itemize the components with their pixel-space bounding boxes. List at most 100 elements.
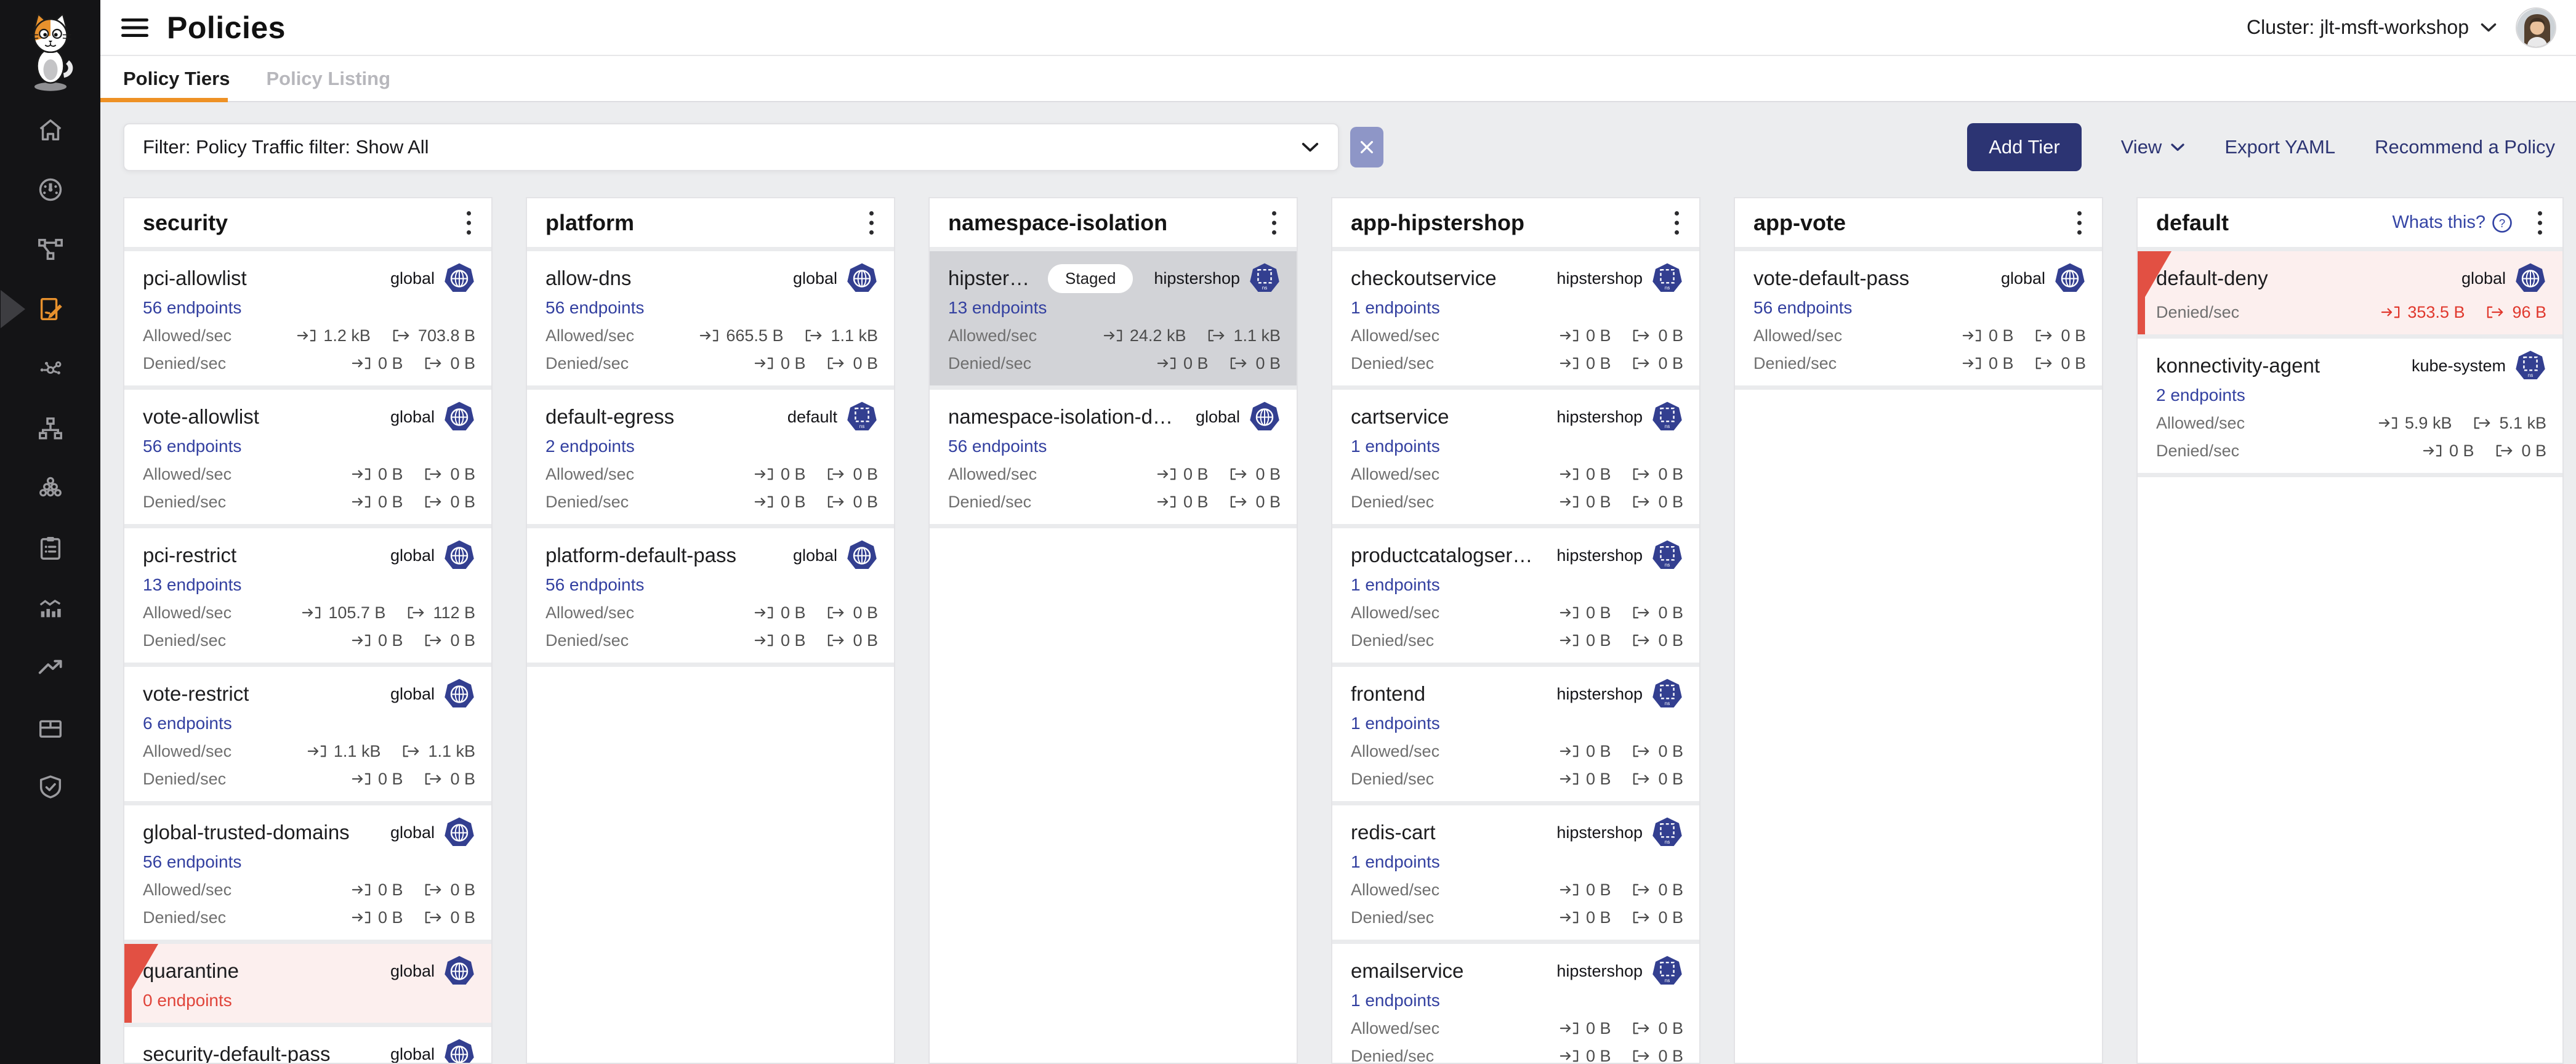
egress-icon: [1229, 355, 1249, 372]
tier-menu-button[interactable]: [863, 207, 880, 239]
sidebar-item-trends[interactable]: [36, 653, 65, 682]
tab-policy-listing[interactable]: Policy Listing: [266, 68, 390, 90]
endpoints-link[interactable]: 1 endpoints: [1351, 575, 1440, 595]
cluster-selector[interactable]: Cluster: jlt-msft-workshop: [2247, 16, 2497, 39]
endpoints-link[interactable]: 1 endpoints: [1351, 714, 1440, 733]
tier-column-app-vote: app-votevote-default-passglobal56 endpoi…: [1734, 197, 2103, 1064]
sidebar-item-service-graph[interactable]: [36, 235, 65, 264]
sidebar-item-threat-defense[interactable]: [36, 773, 65, 801]
policy-card-namespace-isolation-default-p[interactable]: namespace-isolation-default-p…global56 e…: [930, 390, 1297, 528]
policy-card-global-trusted-domains[interactable]: global-trusted-domainsglobal56 endpoints…: [124, 805, 491, 944]
metric-label: Allowed/sec: [948, 465, 1037, 484]
endpoints-link[interactable]: 56 endpoints: [1753, 298, 1852, 318]
sidebar-item-workloads[interactable]: [36, 474, 65, 502]
add-tier-button[interactable]: Add Tier: [1967, 123, 2081, 171]
sidebar-item-network-sets[interactable]: [36, 355, 65, 383]
metric-label: Allowed/sec: [948, 326, 1037, 345]
endpoints-link[interactable]: 56 endpoints: [143, 298, 241, 318]
policy-card-default-egress[interactable]: default-egressdefaultns2 endpointsAllowe…: [527, 390, 894, 528]
user-avatar[interactable]: [2516, 7, 2556, 48]
endpoints-link[interactable]: 56 endpoints: [545, 298, 644, 318]
policy-card-pci-restrict[interactable]: pci-restrictglobal13 endpointsAllowed/se…: [124, 528, 491, 667]
policy-card-hipstershop-gh[interactable]: hipstershop-gh…Stagedhipstershopns13 end…: [930, 251, 1297, 390]
kebab-menu-icon: [465, 209, 473, 236]
tier-menu-button[interactable]: [2071, 207, 2088, 239]
egress-icon: [1632, 632, 1652, 649]
policy-name: vote-default-pass: [1753, 267, 1909, 290]
whats-this-link[interactable]: Whats this??: [2393, 212, 2513, 233]
card-title-row: frontendhipstershopns: [1351, 678, 1683, 710]
sidebar-item-compliance[interactable]: [36, 534, 65, 562]
metric-row: Allowed/sec0 B0 B: [1753, 326, 2086, 345]
endpoints-link[interactable]: 1 endpoints: [1351, 991, 1440, 1010]
recommend-policy-button[interactable]: Recommend a Policy: [2375, 136, 2555, 158]
ingress-icon: [754, 604, 775, 621]
metric-label: Denied/sec: [143, 908, 226, 927]
tier-menu-button[interactable]: [2531, 207, 2549, 239]
endpoints-link[interactable]: 1 endpoints: [1351, 298, 1440, 318]
endpoints-link[interactable]: 1 endpoints: [1351, 852, 1440, 872]
policy-card-default-deny[interactable]: default-denyglobalDenied/sec353.5 B96 B: [2138, 251, 2562, 339]
endpoints-link[interactable]: 13 endpoints: [948, 298, 1047, 318]
endpoints-link[interactable]: 56 endpoints: [948, 437, 1047, 456]
endpoints-link[interactable]: 2 endpoints: [2156, 385, 2245, 405]
egress-icon: [406, 604, 427, 621]
policy-card-cartservice[interactable]: cartservicehipstershopns1 endpointsAllow…: [1332, 390, 1699, 528]
tier-menu-button[interactable]: [1668, 207, 1686, 239]
policy-card-allow-dns[interactable]: allow-dnsglobal56 endpointsAllowed/sec66…: [527, 251, 894, 390]
sidebar-item-endpoints[interactable]: [36, 414, 65, 443]
metric-label: Allowed/sec: [1351, 326, 1439, 345]
tab-policy-tiers[interactable]: Policy Tiers: [123, 68, 230, 90]
scope-label: global: [793, 269, 837, 288]
policy-name: hipstershop-gh…: [948, 267, 1039, 290]
policy-card-vote-default-pass[interactable]: vote-default-passglobal56 endpointsAllow…: [1735, 251, 2102, 390]
policy-card-platform-default-pass[interactable]: platform-default-passglobal56 endpointsA…: [527, 528, 894, 667]
sidebar-item-dashboard[interactable]: [36, 175, 65, 204]
global-badge-icon: [846, 262, 878, 294]
egress-value: 0 B: [1632, 881, 1683, 900]
policy-card-pci-allowlist[interactable]: pci-allowlistglobal56 endpointsAllowed/s…: [124, 251, 491, 390]
kebab-menu-icon: [2075, 209, 2083, 236]
policy-name: namespace-isolation-default-p…: [948, 405, 1175, 429]
tier-menu-button[interactable]: [1265, 207, 1283, 239]
policy-card-vote-allowlist[interactable]: vote-allowlistglobal56 endpointsAllowed/…: [124, 390, 491, 528]
sidebar-item-home[interactable]: [36, 116, 65, 144]
policy-card-vote-restrict[interactable]: vote-restrictglobal6 endpointsAllowed/se…: [124, 667, 491, 805]
policy-card-quarantine[interactable]: quarantineglobal0 endpoints: [124, 944, 491, 1027]
policy-card-security-default-pass[interactable]: security-default-passglobal: [124, 1027, 491, 1064]
endpoints-link[interactable]: 13 endpoints: [143, 575, 241, 595]
policy-card-frontend[interactable]: frontendhipstershopns1 endpointsAllowed/…: [1332, 667, 1699, 805]
sidebar-item-activity[interactable]: [36, 594, 65, 622]
view-button[interactable]: View: [2121, 136, 2186, 158]
policy-card-konnectivity-agent[interactable]: konnectivity-agentkube-systemns2 endpoin…: [2138, 339, 2562, 477]
endpoints-link[interactable]: 1 endpoints: [1351, 437, 1440, 456]
policy-card-checkoutservice[interactable]: checkoutservicehipstershopns1 endpointsA…: [1332, 251, 1699, 390]
scope-label: global: [390, 546, 435, 565]
endpoints-link[interactable]: 6 endpoints: [143, 714, 232, 733]
egress-icon: [804, 327, 824, 344]
sidebar-item-policies[interactable]: [36, 295, 65, 323]
endpoints-link[interactable]: 56 endpoints: [143, 852, 241, 872]
egress-value: 1.1 kB: [401, 742, 475, 761]
metric-row: Denied/sec0 B0 B: [1351, 353, 1683, 373]
endpoints-link[interactable]: 56 endpoints: [545, 575, 644, 595]
ingress-icon: [1560, 327, 1580, 344]
sidebar-item-packages[interactable]: [36, 713, 65, 741]
policy-filter-select[interactable]: Filter: Policy Traffic filter: Show All: [123, 123, 1339, 171]
export-yaml-button[interactable]: Export YAML: [2224, 136, 2335, 158]
policy-name: allow-dns: [545, 267, 631, 290]
metric-label: Denied/sec: [1351, 631, 1434, 650]
egress-icon: [1632, 493, 1652, 510]
tier-menu-button[interactable]: [460, 207, 478, 239]
policy-card-redis-cart[interactable]: redis-carthipstershopns1 endpointsAllowe…: [1332, 805, 1699, 944]
metric-label: Denied/sec: [143, 354, 226, 373]
egress-icon: [1632, 770, 1652, 788]
endpoints-link[interactable]: 56 endpoints: [143, 437, 241, 456]
metric-row: Denied/sec0 B0 B: [143, 908, 475, 927]
policy-card-productcatalogservice[interactable]: productcatalogservicehipstershopns1 endp…: [1332, 528, 1699, 667]
endpoints-link[interactable]: 2 endpoints: [545, 437, 635, 456]
clear-filter-button[interactable]: [1350, 127, 1383, 167]
endpoints-link[interactable]: 0 endpoints: [143, 991, 232, 1010]
menu-button[interactable]: [119, 12, 151, 44]
policy-card-emailservice[interactable]: emailservicehipstershopns1 endpointsAllo…: [1332, 944, 1699, 1064]
